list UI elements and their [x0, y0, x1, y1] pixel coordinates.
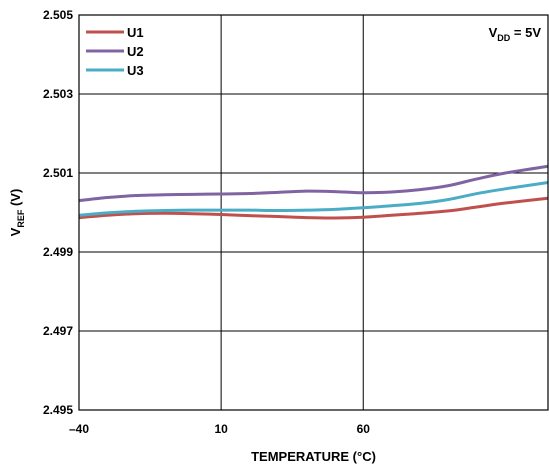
legend-label-u1: U1	[127, 25, 144, 40]
y-tick-label: 2.497	[43, 324, 73, 338]
y-tick-label: 2.501	[43, 166, 73, 180]
y-axis-title: VREF (V)	[8, 189, 26, 237]
series-line-u3	[78, 180, 549, 217]
legend-label-u3: U3	[127, 63, 144, 78]
legend-label-u2: U2	[127, 44, 144, 59]
series-line-u1	[78, 196, 549, 220]
x-tick-label: –40	[69, 422, 89, 436]
plot-frame	[78, 14, 549, 411]
x-tick-label: 10	[214, 422, 228, 436]
legend: U1 U2 U3	[86, 25, 144, 78]
series-line-u2	[78, 164, 549, 203]
supply-voltage-annotation: VDD = 5V	[489, 25, 542, 43]
tick-labels: 2.495 2.497 2.499 2.501 2.503 2.505 –40 10 60	[43, 8, 370, 436]
y-tick-label: 2.503	[43, 87, 73, 101]
x-axis-title: TEMPERATURE (°C)	[251, 449, 376, 464]
y-tick-label: 2.505	[43, 8, 73, 22]
y-tick-label: 2.495	[43, 403, 73, 417]
series-lines	[78, 164, 549, 220]
x-tick-label: 60	[357, 422, 371, 436]
y-tick-label: 2.499	[43, 245, 73, 259]
